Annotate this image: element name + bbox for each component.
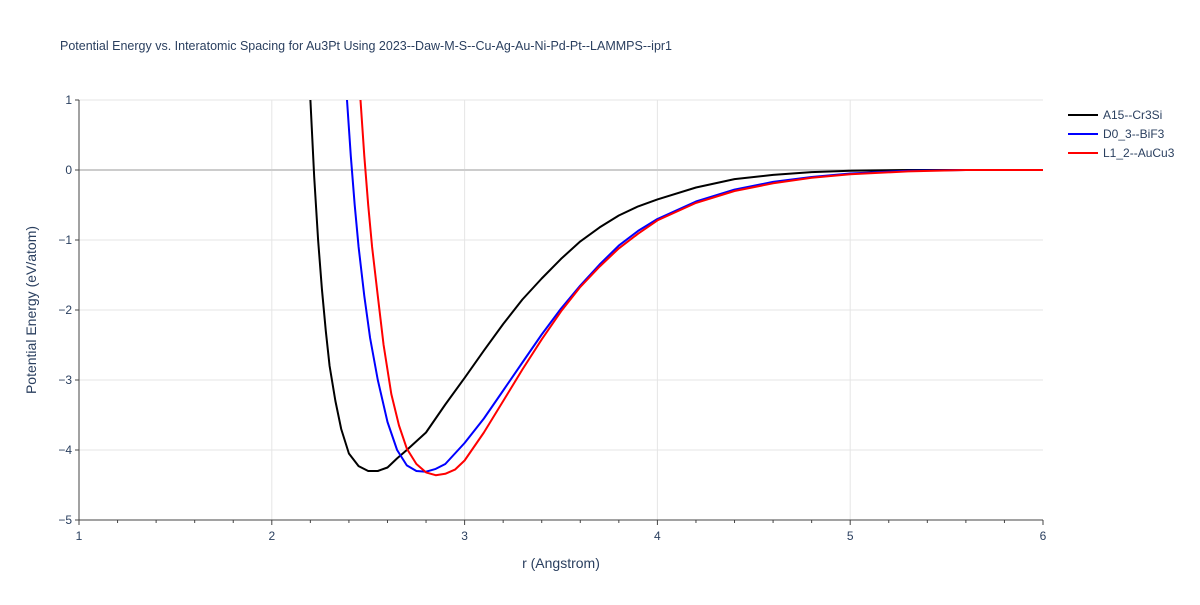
x-tick-label: 3 [461,529,468,543]
x-tick-label: 1 [76,529,83,543]
series-line-a15-cr3si [309,100,1043,472]
y-tick-label: −4 [58,443,72,457]
legend-label: D0_3--BiF3 [1103,127,1165,141]
legend-label: A15--Cr3Si [1103,108,1162,122]
y-tick-label: −3 [58,373,72,387]
y-axis-ticks: −5 −4 −3 −2 −1 0 1 [58,93,72,527]
legend-label: L1_2--AuCu3 [1103,146,1175,160]
y-axis-title: Potential Energy (eV/atom) [23,226,39,394]
x-tick-label: 5 [847,529,854,543]
series-line-d0-3-bif3 [346,100,1043,473]
x-tick-label: 2 [268,529,275,543]
y-tick-label: −5 [58,513,72,527]
legend-item[interactable]: A15--Cr3Si [1068,108,1162,122]
chart-title: Potential Energy vs. Interatomic Spacing… [60,39,672,53]
x-axis-title: r (Angstrom) [522,555,600,571]
series-line-l1-2-aucu3 [359,100,1043,477]
y-tick-label: 0 [65,163,72,177]
x-tick-label: 4 [654,529,661,543]
x-axis-ticks: 1 2 3 4 5 6 [76,529,1047,543]
y-tick-label: −1 [58,233,72,247]
legend-item[interactable]: D0_3--BiF3 [1068,127,1165,141]
legend-item[interactable]: L1_2--AuCu3 [1068,146,1175,160]
legend[interactable]: A15--Cr3Si D0_3--BiF3 L1_2--AuCu3 [1068,108,1175,160]
plot-area [309,100,1043,477]
x-tick-label: 6 [1040,529,1047,543]
y-tick-label: −2 [58,303,72,317]
axes [75,99,1044,525]
y-tick-label: 1 [65,93,72,107]
